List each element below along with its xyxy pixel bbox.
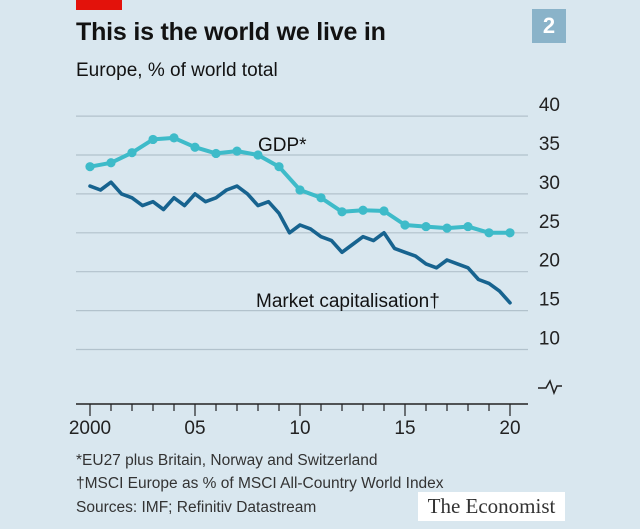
- axis-break-symbol: [538, 379, 562, 396]
- economist-red-tag: [76, 0, 122, 10]
- x-axis: [76, 403, 528, 416]
- gdp-data-point: [484, 228, 494, 238]
- gdp-data-point: [190, 142, 200, 152]
- gdp-series-label: GDP*: [258, 135, 307, 156]
- market-cap-series-label: Market capitalisation†: [256, 291, 440, 312]
- gdp-data-point: [127, 148, 137, 158]
- chart-number-badge: 2: [532, 9, 566, 43]
- y-tick-label: 40: [539, 95, 560, 116]
- gdp-data-point: [148, 134, 158, 145]
- gridlines: [76, 115, 528, 351]
- gdp-data-point: [379, 206, 389, 216]
- footnote-market-cap: †MSCI Europe as % of MSCI All-Country Wo…: [76, 475, 444, 492]
- chart-subtitle: Europe, % of world total: [76, 60, 278, 81]
- gdp-data-point: [106, 158, 116, 168]
- gdp-data-point: [232, 146, 242, 156]
- gdp-data-point: [337, 207, 347, 217]
- gdp-data-point: [442, 223, 452, 233]
- gdp-data-point: [85, 162, 95, 172]
- market-cap-series-line: [88, 180, 512, 305]
- y-tick-label: 10: [539, 329, 560, 350]
- chart-title: This is the world we live in: [76, 18, 386, 46]
- footnote-gdp: *EU27 plus Britain, Norway and Switzerla…: [76, 452, 378, 469]
- gdp-data-point: [316, 193, 326, 203]
- sources-note: Sources: IMF; Refinitiv Datastream: [76, 499, 317, 516]
- gdp-data-point: [274, 162, 284, 172]
- y-axis-tick-labels: 10 15 20 25 30 35 40: [539, 95, 560, 349]
- y-tick-label: 30: [539, 173, 560, 194]
- economist-logo: The Economist: [418, 492, 565, 521]
- gdp-data-point: [295, 185, 305, 195]
- gdp-data-point: [358, 205, 368, 215]
- y-tick-label: 20: [539, 251, 560, 272]
- gdp-data-point: [421, 221, 431, 232]
- x-tick-label: 10: [289, 418, 310, 439]
- gdp-data-point: [211, 148, 221, 159]
- axis-break-zigzag: [538, 379, 562, 396]
- x-tick-label: 15: [394, 418, 415, 439]
- gdp-data-point: [463, 221, 473, 232]
- x-axis-tick-labels: 2000 05 10 15 20: [69, 418, 521, 439]
- gdp-data-point: [505, 228, 515, 238]
- gdp-data-point: [253, 150, 263, 160]
- x-tick-label: 05: [184, 418, 205, 439]
- gdp-data-point: [169, 133, 179, 143]
- x-tick-label: 20: [499, 418, 520, 439]
- y-tick-label: 25: [539, 212, 560, 233]
- x-tick-label: 2000: [69, 418, 111, 439]
- gdp-data-point: [400, 220, 410, 230]
- y-tick-label: 35: [539, 134, 560, 155]
- series-layer: [85, 133, 515, 305]
- y-tick-label: 15: [539, 290, 560, 311]
